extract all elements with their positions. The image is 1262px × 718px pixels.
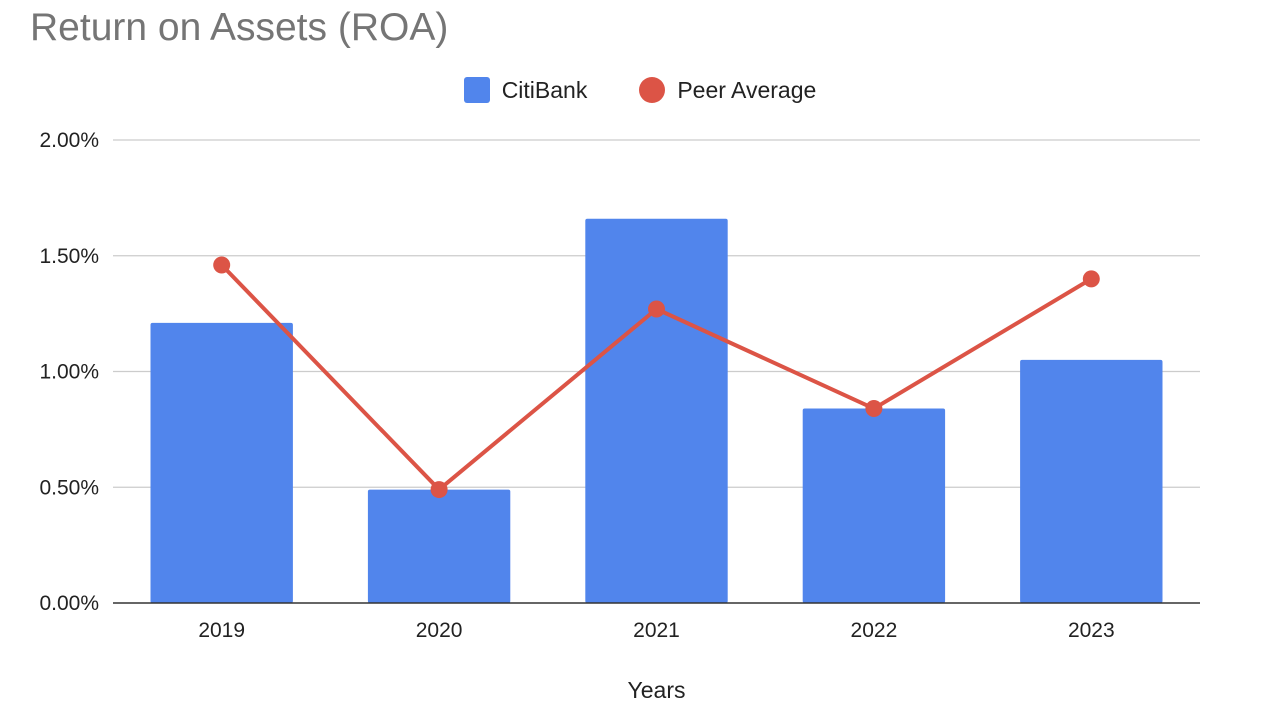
bar-citibank-2019[interactable] (150, 322, 293, 603)
legend-swatch-peer-average (639, 77, 666, 103)
x-axis-ticks: 2019 2020 2021 2022 2023 (198, 619, 1114, 642)
x-tick-label: 2020 (416, 619, 463, 642)
point-peer-average-2021[interactable] (648, 300, 665, 318)
line-series-peer-average (213, 256, 1100, 499)
x-tick-label: 2021 (633, 619, 680, 642)
legend: CitiBank Peer Average (0, 74, 1262, 106)
legend-item-peer-average[interactable]: Peer Average (621, 77, 816, 104)
bar-citibank-2023[interactable] (1020, 359, 1163, 603)
point-peer-average-2020[interactable] (430, 481, 448, 499)
bar-series-citibank (150, 218, 1163, 603)
bar-citibank-2021[interactable] (585, 218, 728, 603)
legend-label-citibank: CitiBank (501, 76, 588, 103)
bar-citibank-2022[interactable] (802, 408, 946, 603)
y-axis-ticks: 0.00% 0.50% 1.00% 1.50% 2.00% (39, 129, 99, 615)
y-tick-label: 0.00% (39, 592, 99, 615)
y-tick-label: 2.00% (39, 129, 99, 152)
y-tick-label: 1.00% (39, 361, 99, 384)
x-tick-label: 2022 (851, 619, 898, 642)
point-peer-average-2019[interactable] (213, 256, 231, 274)
legend-item-citibank[interactable]: CitiBank (446, 76, 588, 104)
point-peer-average-2023[interactable] (1082, 270, 1100, 288)
x-axis-title: Years (628, 677, 686, 703)
bar-citibank-2020[interactable] (367, 489, 511, 603)
chart-title: Return on Assets (ROA) (30, 6, 449, 49)
legend-swatch-citibank (463, 77, 490, 103)
y-tick-label: 1.50% (39, 245, 99, 268)
legend-label-peer-average: Peer Average (677, 76, 817, 103)
y-tick-label: 0.50% (39, 476, 99, 499)
x-tick-label: 2019 (198, 619, 245, 642)
x-tick-label: 2023 (1068, 619, 1115, 642)
point-peer-average-2022[interactable] (865, 400, 883, 418)
